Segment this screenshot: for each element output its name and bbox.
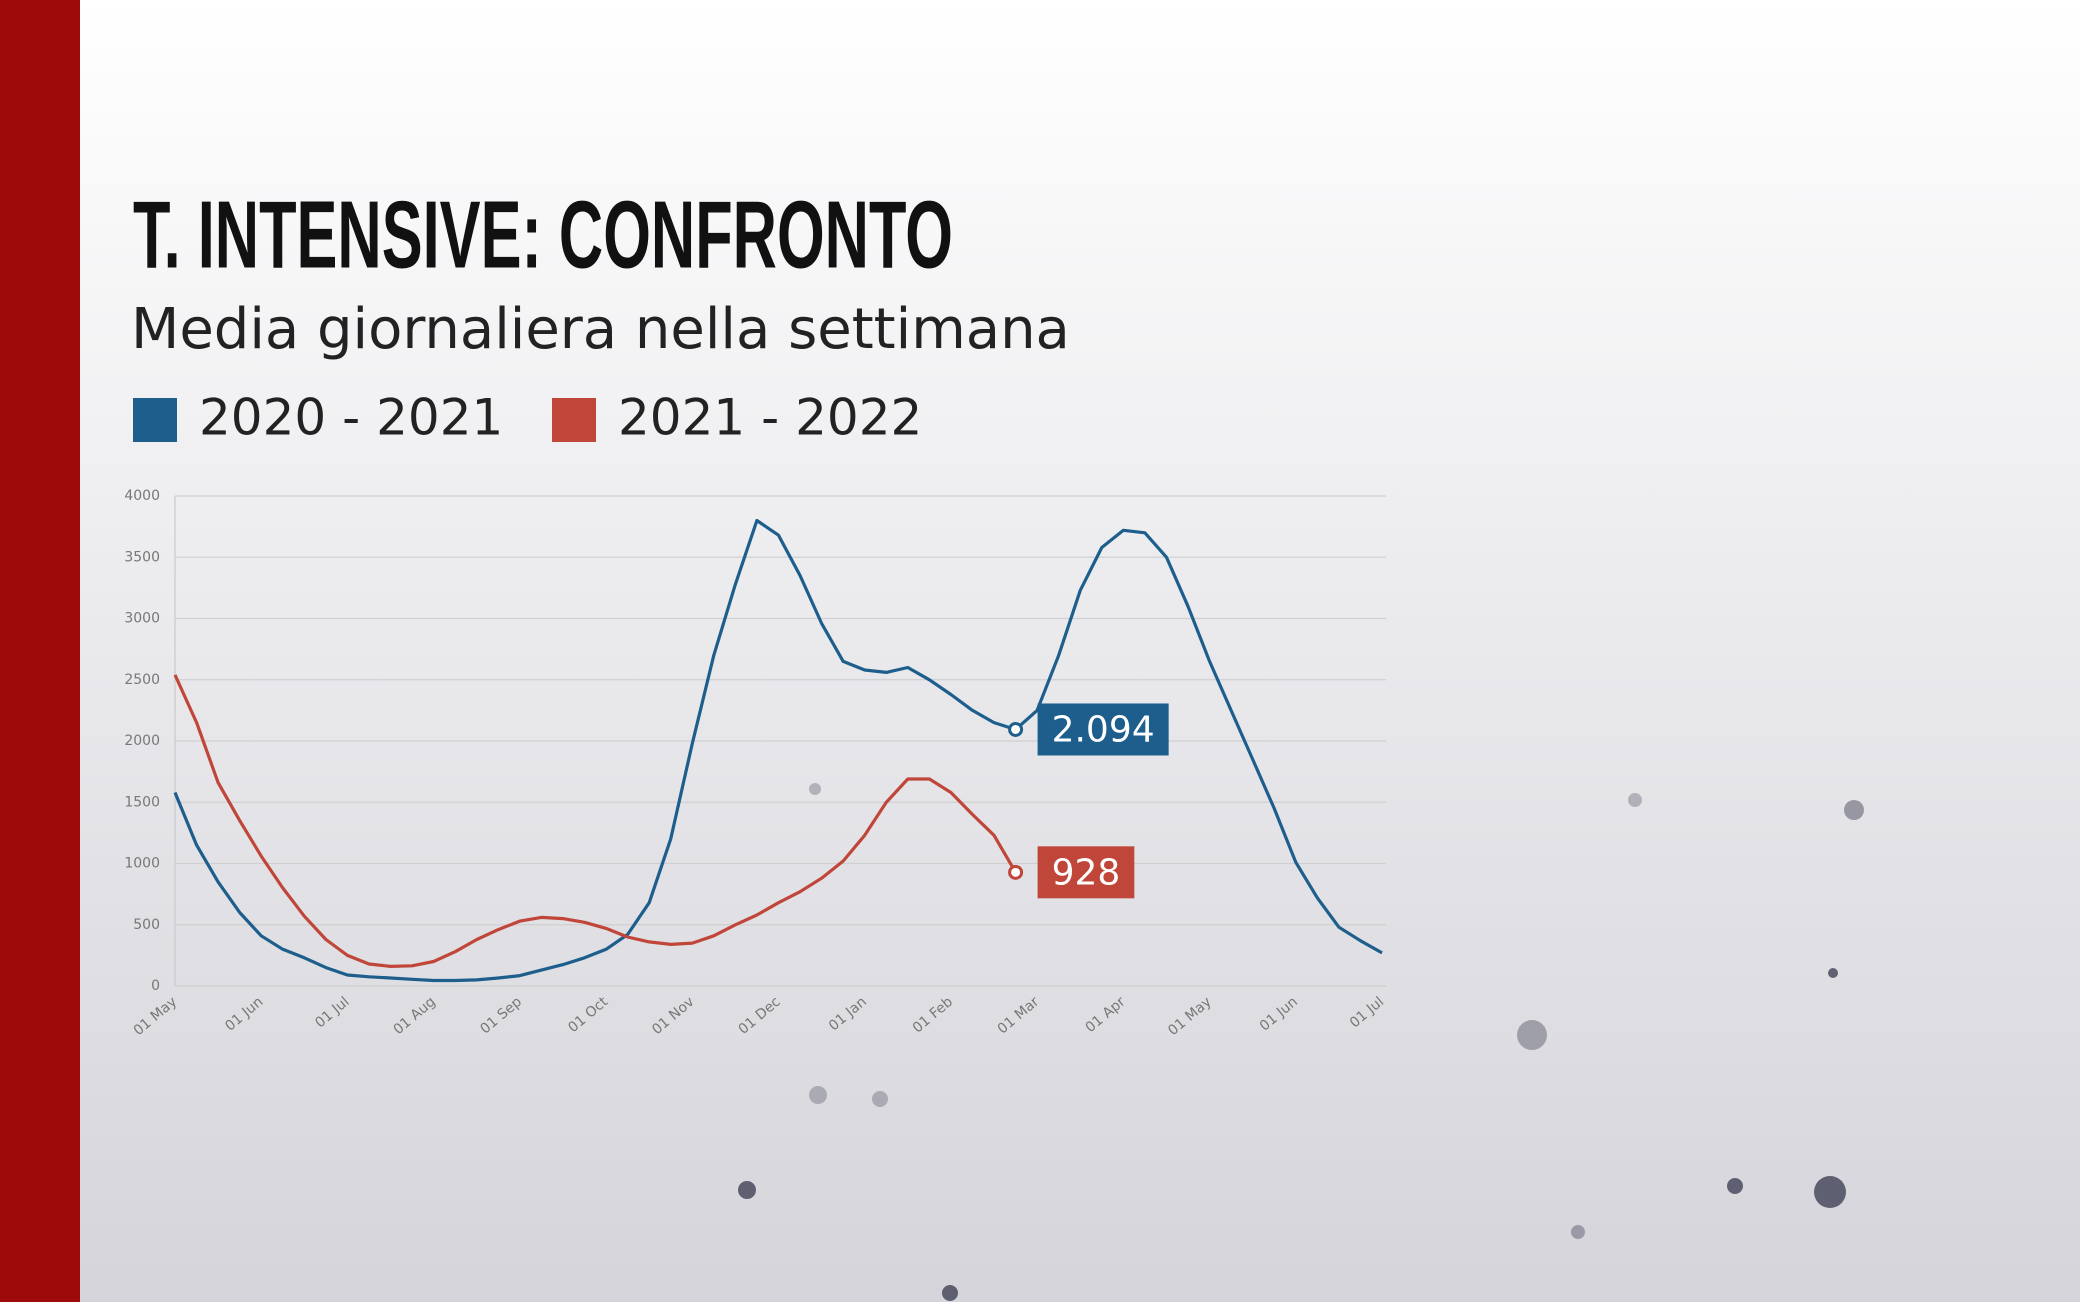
point-marker xyxy=(1008,721,1024,737)
legend-swatch xyxy=(552,398,596,442)
value-label-box xyxy=(1037,703,1169,756)
y-tick-label: 1000 xyxy=(124,856,160,872)
value-label-box xyxy=(1037,846,1135,899)
side-bar xyxy=(0,0,80,1302)
point-marker xyxy=(1008,864,1024,880)
chart-subtitle: Media giornaliera nella settimana xyxy=(131,297,1070,362)
y-tick-label: 500 xyxy=(133,917,160,933)
y-tick-label: 4000 xyxy=(124,488,160,504)
legend-label: 2021 - 2022 xyxy=(618,389,922,447)
value-callout: 928 xyxy=(1037,846,1135,899)
y-tick-label: 1500 xyxy=(124,794,160,810)
y-tick-label: 2500 xyxy=(124,672,160,688)
chart-title: T. INTENSIVE: CONFRONTO xyxy=(133,181,953,288)
series-line xyxy=(173,674,1017,968)
value-callout: 2.094 xyxy=(1037,703,1169,756)
y-tick-label: 2000 xyxy=(124,733,160,749)
y-tick-label: 0 xyxy=(151,978,160,994)
y-tick-label: 3500 xyxy=(124,549,160,565)
legend-label: 2020 - 2021 xyxy=(199,389,503,447)
value-label: 2.094 xyxy=(1052,709,1155,750)
decor-dots xyxy=(738,783,1864,1301)
value-label: 928 xyxy=(1052,852,1121,893)
y-tick-label: 3000 xyxy=(124,611,160,627)
legend-swatch xyxy=(133,398,177,442)
series-line xyxy=(173,518,1383,983)
